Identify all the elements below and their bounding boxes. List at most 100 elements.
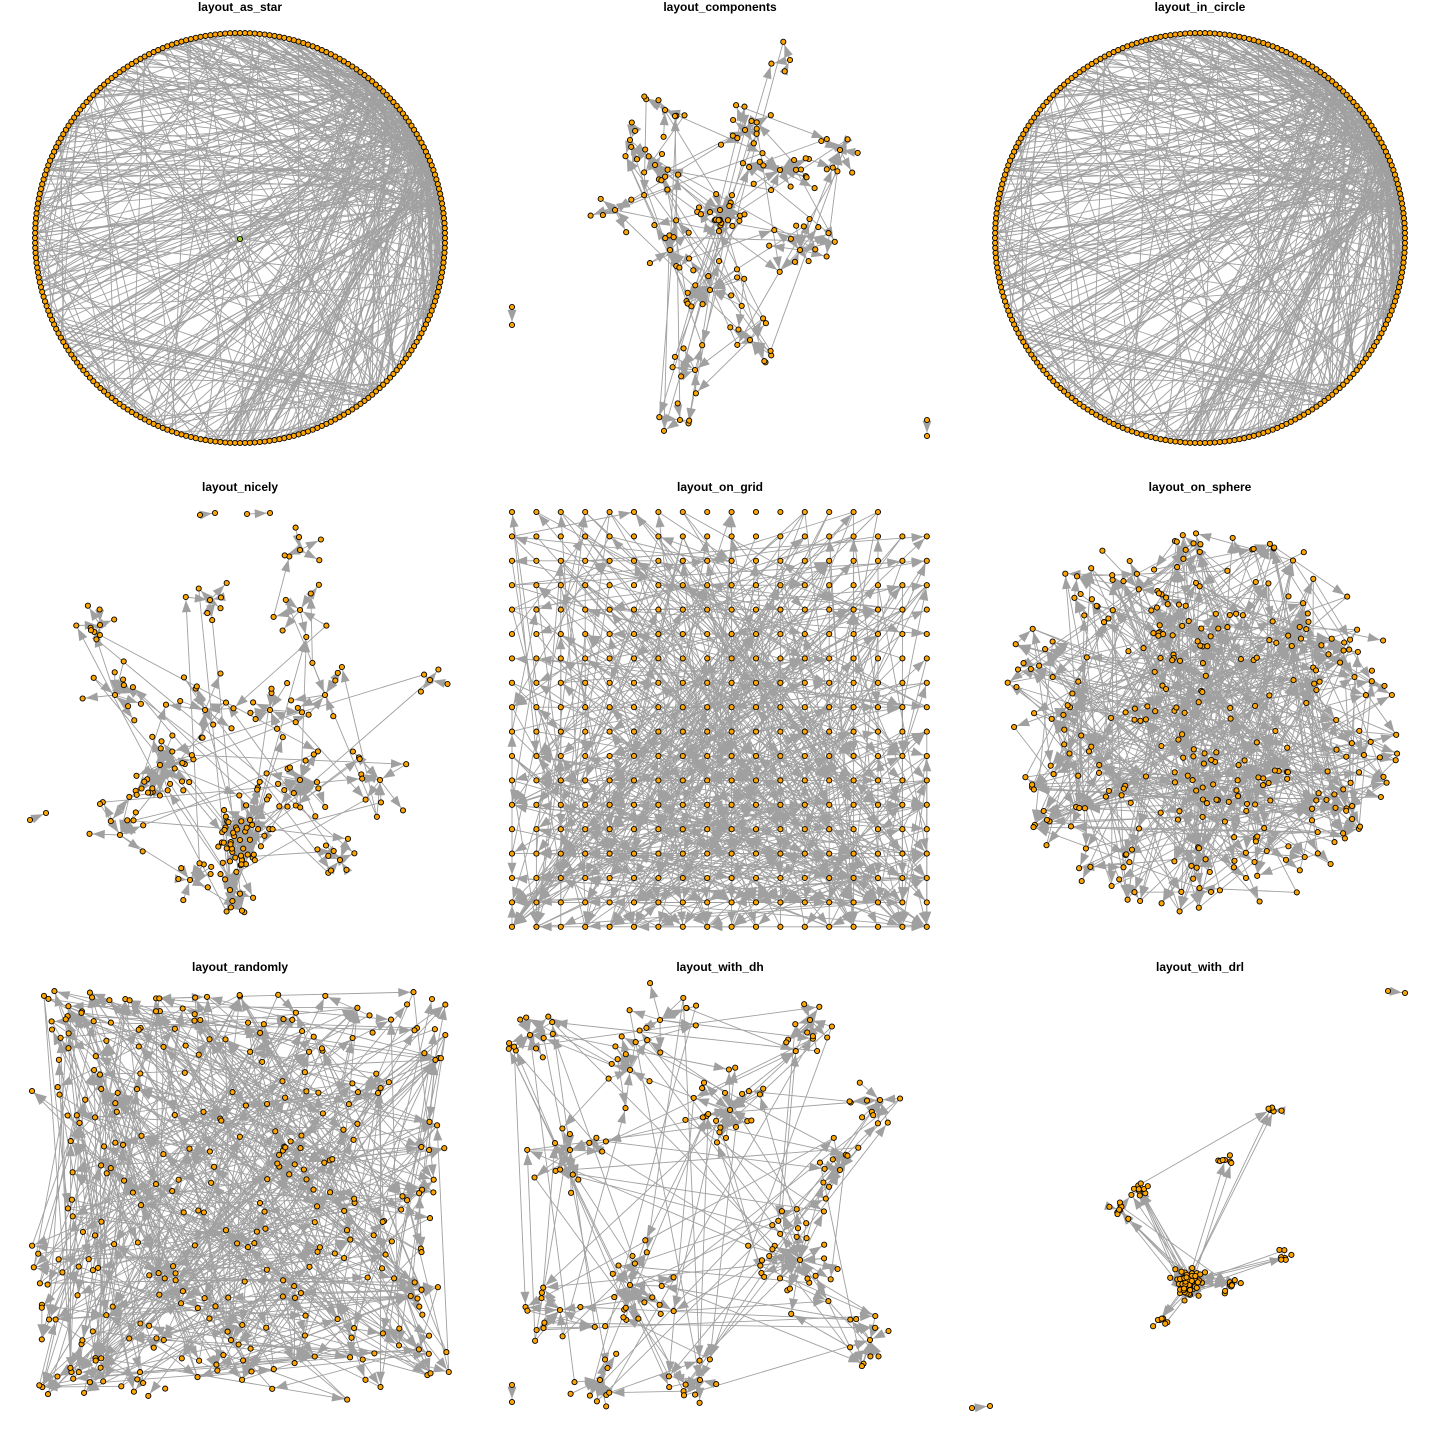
vertex: [353, 66, 360, 73]
arrowhead: [539, 781, 553, 790]
vertex: [133, 411, 140, 418]
arrowhead: [253, 821, 266, 830]
edge: [511, 853, 635, 903]
edge: [770, 139, 849, 352]
edge: [200, 36, 271, 441]
vertex: [630, 826, 638, 833]
vertex: [230, 705, 237, 712]
vertex: [692, 282, 699, 289]
arrowhead: [698, 710, 707, 723]
vertex: [90, 91, 97, 98]
vertex: [767, 347, 774, 354]
edge: [682, 779, 781, 806]
edge: [312, 117, 407, 430]
vertex: [343, 866, 350, 873]
arrowhead: [732, 837, 741, 851]
vertex: [994, 269, 1001, 276]
vertex: [791, 156, 798, 164]
vertex: [390, 370, 397, 377]
vertex: [801, 801, 808, 808]
vertex: [791, 258, 798, 265]
arrowhead: [242, 882, 252, 895]
edge: [1108, 34, 1226, 422]
edge: [1000, 90, 1344, 288]
edge: [249, 281, 441, 444]
arrowhead: [759, 893, 772, 903]
vertex: [206, 596, 214, 604]
vertex: [748, 117, 755, 125]
edge: [1272, 117, 1367, 430]
vertex: [1057, 84, 1064, 91]
arrowhead: [250, 790, 259, 804]
vertex: [777, 777, 784, 784]
arrowhead: [855, 856, 865, 870]
edge: [68, 151, 427, 351]
arrowhead: [281, 791, 293, 804]
arrowhead: [247, 842, 257, 855]
arrowhead: [705, 197, 718, 209]
arrowhead: [672, 612, 682, 626]
arrowhead: [555, 564, 564, 577]
arrowhead: [201, 590, 213, 603]
edge: [144, 56, 256, 443]
arrowhead: [576, 862, 586, 875]
arrowhead: [841, 789, 852, 803]
edge: [1150, 109, 1361, 438]
edge: [244, 117, 407, 444]
edges: [511, 41, 928, 436]
vertex: [533, 533, 540, 540]
arrowhead: [284, 616, 296, 629]
arrowhead: [191, 864, 202, 878]
edge: [49, 121, 409, 316]
edge: [1091, 56, 1106, 413]
arrowhead: [813, 674, 827, 683]
edge: [249, 91, 384, 443]
panel-layout-on-grid: layout_on_grid: [480, 480, 960, 960]
edge: [93, 677, 223, 833]
edge: [657, 633, 684, 927]
edge: [1204, 84, 1337, 444]
vertex: [760, 315, 767, 322]
vertex: [376, 84, 383, 91]
edge: [63, 341, 173, 432]
vertex: [197, 33, 204, 40]
vertex: [1399, 205, 1406, 212]
edge: [1199, 887, 1297, 893]
vertex: [1353, 367, 1360, 374]
edge: [1087, 66, 1321, 73]
arrowhead: [767, 741, 779, 754]
vertex: [733, 102, 740, 109]
vertex: [801, 704, 808, 711]
arrowhead: [678, 222, 690, 235]
vertex: [1368, 347, 1375, 354]
edge: [680, 129, 746, 377]
vertex: [780, 38, 787, 45]
vertex: [674, 400, 681, 407]
vertex: [77, 363, 84, 370]
vertex: [557, 874, 564, 882]
vertex: [377, 799, 385, 806]
arrowhead: [733, 912, 746, 925]
edge: [364, 75, 394, 374]
vertex: [899, 606, 906, 613]
arrowhead: [587, 660, 601, 671]
vertex: [297, 804, 304, 811]
edge: [1086, 657, 1100, 773]
arrowhead: [758, 888, 770, 901]
vertex: [162, 701, 170, 708]
arrowhead: [837, 732, 851, 741]
vertex: [704, 704, 711, 711]
vertex: [128, 60, 135, 67]
vertex: [256, 778, 263, 785]
vertex: [686, 417, 693, 424]
arrowhead: [640, 179, 649, 192]
arrowhead: [880, 888, 892, 901]
vertex: [729, 222, 736, 230]
vertex: [387, 95, 394, 102]
arrowhead: [318, 847, 331, 857]
vertex: [899, 801, 906, 808]
vertex: [995, 274, 1002, 281]
vertex: [296, 546, 304, 554]
vertex: [251, 857, 258, 864]
vertex: [1309, 63, 1316, 70]
